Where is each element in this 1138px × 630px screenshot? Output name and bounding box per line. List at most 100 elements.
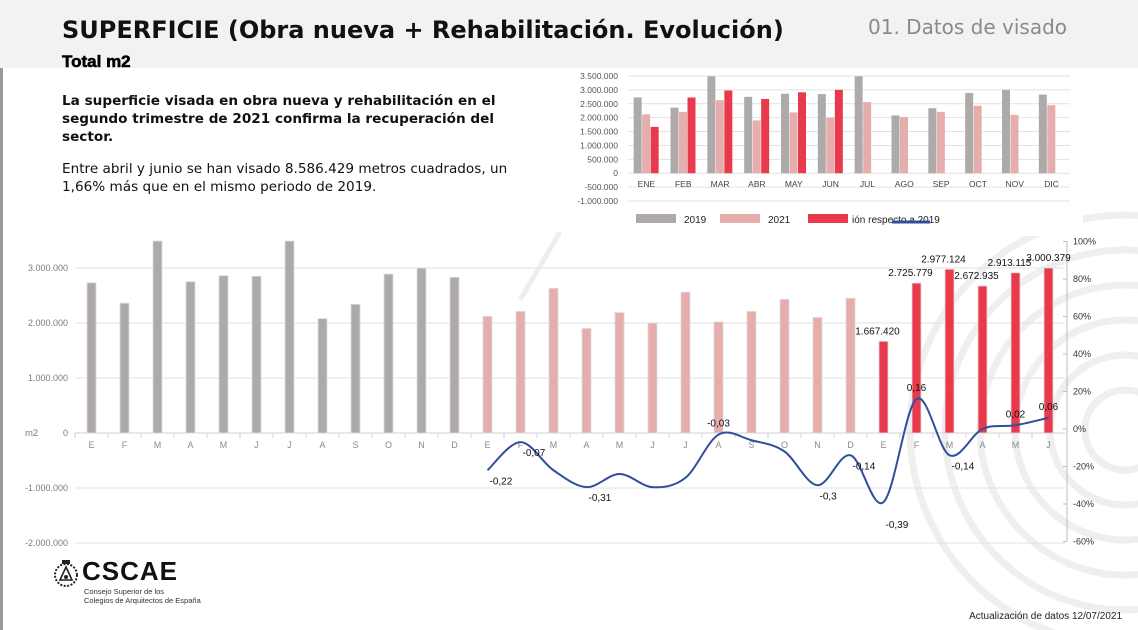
x-tick-label: J (287, 440, 292, 450)
main-chart: 3.000.000 2.000.000 1.000.000 0 -1.000.000 -2… (25, 237, 1096, 549)
bar-2021 (944, 268, 955, 434)
header-band (0, 0, 1138, 68)
y-tick-label: -1.000.000 (25, 483, 68, 493)
y2-tick-label: 100% (1073, 237, 1096, 247)
section-label: 01. Datos de visado (868, 15, 1068, 39)
page-subtitle: Total m2 (62, 52, 131, 72)
x-tick-label: S (352, 440, 358, 450)
y2-tick-label: -60% (1073, 537, 1094, 547)
line-data-label: -0,39 (886, 520, 909, 531)
x-tick-label: M (550, 440, 558, 450)
line-data-label: 0,16 (907, 383, 927, 394)
y-tick-label: 0 (63, 428, 68, 438)
y2-tick-label: -40% (1073, 499, 1094, 509)
small-y-tick-label: 3.500.000 (580, 71, 618, 81)
x-tick-label: M (220, 440, 228, 450)
y2-tick-label: -20% (1073, 462, 1094, 472)
x-tick-label: A (319, 440, 325, 450)
x-tick-label: M (154, 440, 162, 450)
variation-line (486, 397, 1049, 505)
line-data-label: -0,14 (853, 461, 876, 472)
bar-2020 (779, 298, 790, 434)
bar-2020 (614, 312, 625, 434)
crest-icon (54, 560, 78, 587)
y2-tick-label: 0% (1073, 424, 1086, 434)
x-tick-label: M (946, 440, 954, 450)
legend-swatch (636, 214, 676, 223)
page-title: SUPERFICIE (Obra nueva + Rehabilitación.… (62, 16, 784, 44)
small-bar-2021 (679, 111, 687, 174)
small-bar-2019 (1002, 89, 1010, 174)
legend-swatch (720, 214, 760, 223)
small-y-tick-label: 3.000.000 (580, 85, 618, 95)
small-y-tick-label: 2.500.000 (580, 99, 618, 109)
small-x-tick-label: MAY (785, 179, 803, 189)
lead-paragraph: La superficie visada en obra nueva y reh… (62, 93, 496, 145)
bar-2020 (482, 315, 493, 434)
small-bar-2019 (1038, 94, 1047, 174)
small-x-tick-label: AGO (895, 179, 914, 189)
small-x-tick-label: FEB (675, 179, 692, 189)
small-bar-2021 (900, 117, 908, 174)
bar-2020 (845, 297, 856, 434)
x-tick-label: J (650, 440, 655, 450)
bar-2020 (515, 311, 526, 434)
watermark-arc (1081, 386, 1138, 474)
small-bar-2019 (817, 94, 826, 174)
line-data-label: -0,31 (589, 493, 612, 504)
watermark-arc (941, 246, 1138, 614)
x-tick-label: A (715, 440, 721, 450)
small-bar-i-n-respecto-a-2019 (834, 89, 843, 174)
small-x-tick-label: OCT (969, 179, 987, 189)
bar-2019 (152, 240, 163, 434)
small-y-tick-label: 1.000.000 (580, 140, 618, 150)
bar-2019 (251, 275, 262, 434)
small-bar-i-n-respecto-a-2019 (798, 92, 806, 174)
bar-2020 (713, 321, 724, 434)
x-tick-label: S (748, 440, 754, 450)
small-x-tick-label: JUN (822, 179, 839, 189)
y-tick-label: 1.000.000 (28, 373, 68, 383)
bar-2021 (878, 340, 889, 434)
x-tick-label: J (1046, 440, 1051, 450)
x-tick-label: N (814, 440, 821, 450)
bar-2020 (746, 311, 757, 434)
small-bar-2021 (973, 105, 982, 174)
small-bar-2021 (1010, 114, 1019, 174)
bar-2019 (317, 318, 328, 434)
x-tick-label: J (683, 440, 688, 450)
small-y-tick-label: -500.000 (584, 182, 618, 192)
x-tick-label: E (484, 440, 490, 450)
update-date: Actualización de datos 12/07/2021 (969, 611, 1122, 622)
y-tick-label: 3.000.000 (28, 263, 68, 273)
small-x-tick-label: SEP (933, 179, 950, 189)
y2-tick-label: 80% (1073, 274, 1091, 284)
bar-2021 (977, 285, 988, 434)
legend-label: 2021 (768, 215, 791, 226)
small-bar-2021 (863, 102, 872, 174)
small-x-tick-label: ABR (748, 179, 765, 189)
watermark-arc (906, 211, 1138, 630)
small-y-tick-label: 2.000.000 (580, 113, 618, 123)
line-data-label: -0,03 (707, 419, 730, 430)
y-axis-title: m2 (25, 428, 38, 439)
small-bar-2021 (752, 120, 761, 174)
bar-2020 (581, 328, 592, 434)
small-bar-2019 (854, 76, 863, 174)
x-tick-label: D (451, 440, 458, 450)
logo-wordmark: CSCAE (82, 556, 179, 586)
x-tick-label: M (1012, 440, 1020, 450)
small-bar-2019 (707, 76, 716, 174)
x-tick-label: N (418, 440, 425, 450)
small-bar-2019 (670, 107, 679, 174)
x-tick-label: J (254, 440, 259, 450)
small-y-tick-label: 0 (613, 168, 618, 178)
small-bar-i-n-respecto-a-2019 (724, 90, 733, 174)
small-bar-2021 (1047, 105, 1056, 174)
bar-data-label: 2.725.779 (888, 268, 933, 279)
bar-2019 (218, 275, 229, 434)
legend-swatch (808, 214, 848, 223)
logo-caption-line2: Colegios de Arquitectos de España (84, 596, 201, 605)
bar-data-label: 3.000.379 (1026, 253, 1071, 264)
